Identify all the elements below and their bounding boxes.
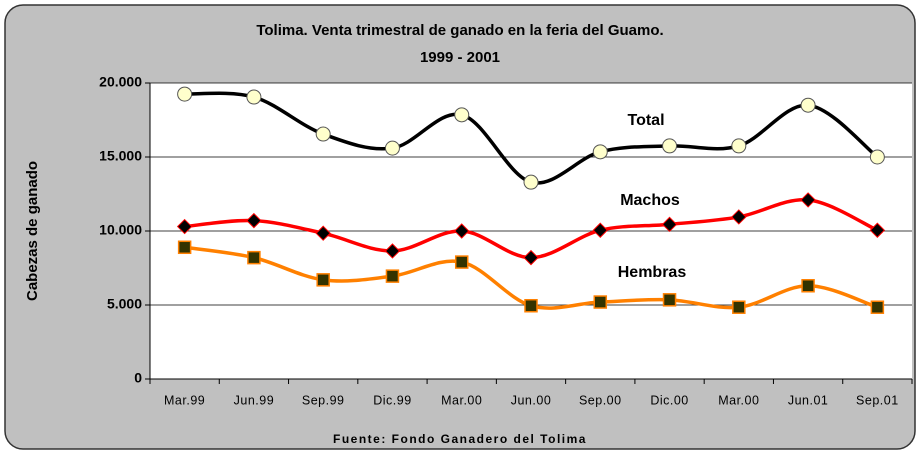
chart-title: Tolima. Venta trimestral de ganado en la…	[256, 22, 663, 39]
point-marker	[246, 89, 262, 105]
point-marker	[592, 144, 608, 160]
point-marker	[454, 107, 470, 123]
point-marker	[247, 250, 261, 265]
x-tick-label: Mar.99	[164, 393, 205, 407]
point-marker	[662, 293, 677, 307]
point-marker	[800, 97, 816, 113]
point-marker	[731, 138, 747, 154]
point-marker	[731, 209, 747, 225]
x-tick-label: Sep.01	[856, 393, 899, 407]
source-note: Fuente: Fondo Ganadero del Tolima	[333, 432, 587, 446]
point-marker	[593, 295, 608, 309]
point-marker	[246, 212, 262, 229]
point-marker	[454, 255, 469, 269]
y-tick-label: 5.000	[107, 296, 142, 312]
point-marker	[662, 138, 678, 154]
series-label: Total	[627, 112, 664, 129]
x-tick-label: Jun.01	[788, 393, 829, 407]
x-tick-label: Dic.99	[373, 393, 411, 407]
x-tick-label: Mar.00	[441, 393, 482, 407]
point-marker	[801, 279, 815, 293]
x-tick-label: Jun.99	[234, 393, 275, 407]
point-marker	[869, 149, 885, 165]
point-marker	[524, 298, 538, 313]
y-tick-label: 0	[134, 370, 142, 386]
x-tick-label: Jun.00	[511, 393, 552, 407]
point-marker	[177, 86, 193, 102]
point-marker	[732, 300, 746, 314]
y-axis-label: Cabezas de ganado	[24, 161, 41, 301]
point-marker	[384, 243, 401, 259]
point-marker	[385, 269, 400, 283]
point-marker	[176, 218, 193, 235]
point-marker	[800, 192, 816, 208]
series-label: Hembras	[618, 264, 687, 281]
point-marker	[384, 140, 400, 156]
x-tick-label: Dic.00	[650, 393, 688, 407]
point-marker	[523, 174, 539, 190]
series-label: Machos	[620, 192, 680, 209]
point-marker	[454, 223, 470, 239]
x-tick-label: Mar.00	[718, 393, 759, 407]
y-tick-label: 10.000	[99, 222, 142, 238]
point-marker	[870, 300, 885, 314]
point-marker	[869, 222, 886, 238]
point-marker	[592, 222, 608, 238]
point-marker	[661, 216, 678, 233]
point-marker	[315, 126, 331, 142]
point-marker	[177, 240, 192, 255]
chart-subtitle: 1999 - 2001	[420, 49, 500, 66]
x-tick-label: Sep.00	[579, 393, 622, 407]
point-marker	[523, 249, 539, 266]
x-tick-label: Sep.99	[302, 393, 345, 407]
y-tick-label: 15.000	[99, 148, 142, 164]
point-marker	[316, 273, 330, 287]
y-tick-label: 20.000	[99, 74, 142, 90]
point-marker	[315, 225, 331, 241]
